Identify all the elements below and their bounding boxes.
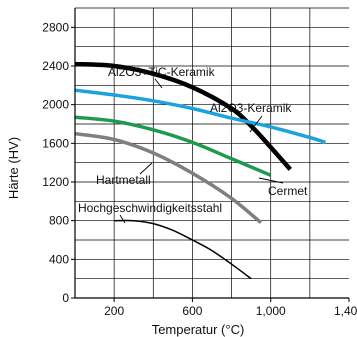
series-line-hartmetall	[74, 131, 263, 224]
series-label-hartmetall: Hartmetall	[96, 173, 151, 187]
series-label-al2o3-keramik: Al2O3-Keramik	[210, 101, 292, 115]
leader-line-al2o3-keramik	[249, 115, 263, 133]
series-label-hochgeschwindigkeitsstahl: Hochgeschwindigkeitsstahl	[78, 201, 222, 215]
y-tick-label: 1200	[42, 175, 69, 189]
series-line-cermet	[74, 115, 272, 177]
x-tick-label: 600	[182, 304, 202, 318]
axes: 0 400 800 1200 1600 2000 2400 2800 200 600 1,000 1,…	[42, 8, 357, 318]
y-tick-label: 0	[62, 291, 69, 305]
grid	[75, 7, 349, 298]
series-labels: Al2O3+TiC-Keramik Al2O3-Keramik Cermet Hart…	[78, 65, 308, 224]
series-lines	[74, 61, 327, 280]
series-line-al2o3-tic-keramik	[74, 61, 292, 171]
series-label-al2o3-tic-keramik: Al2O3+TiC-Keramik	[108, 65, 216, 79]
y-tick-label: 2800	[42, 20, 69, 34]
y-tick-label: 400	[49, 252, 69, 266]
y-tick-label: 2400	[42, 59, 69, 73]
x-axis-title: Temperatur (°C)	[152, 322, 245, 337]
y-tick-label: 800	[49, 214, 69, 228]
x-tick-label: 200	[104, 304, 124, 318]
leader-line-hochgeschwindigkeitsstahl	[119, 214, 126, 224]
y-tick-label: 1600	[42, 136, 69, 150]
leader-line-cermet	[258, 177, 284, 184]
x-tick-label: 1,400	[334, 304, 357, 318]
series-label-cermet: Cermet	[268, 184, 308, 198]
leader-line-hartmetall	[139, 162, 153, 175]
leader-line-al2o3-tic-keramik	[154, 78, 163, 89]
y-axis-title: Härte (HV)	[6, 137, 21, 199]
series-line-hochgeschwindigkeitsstahl	[114, 219, 252, 280]
y-tick-label: 2000	[42, 98, 69, 112]
x-tick-label: 1,000	[256, 304, 286, 318]
series-line-al2o3-keramik	[74, 88, 327, 145]
